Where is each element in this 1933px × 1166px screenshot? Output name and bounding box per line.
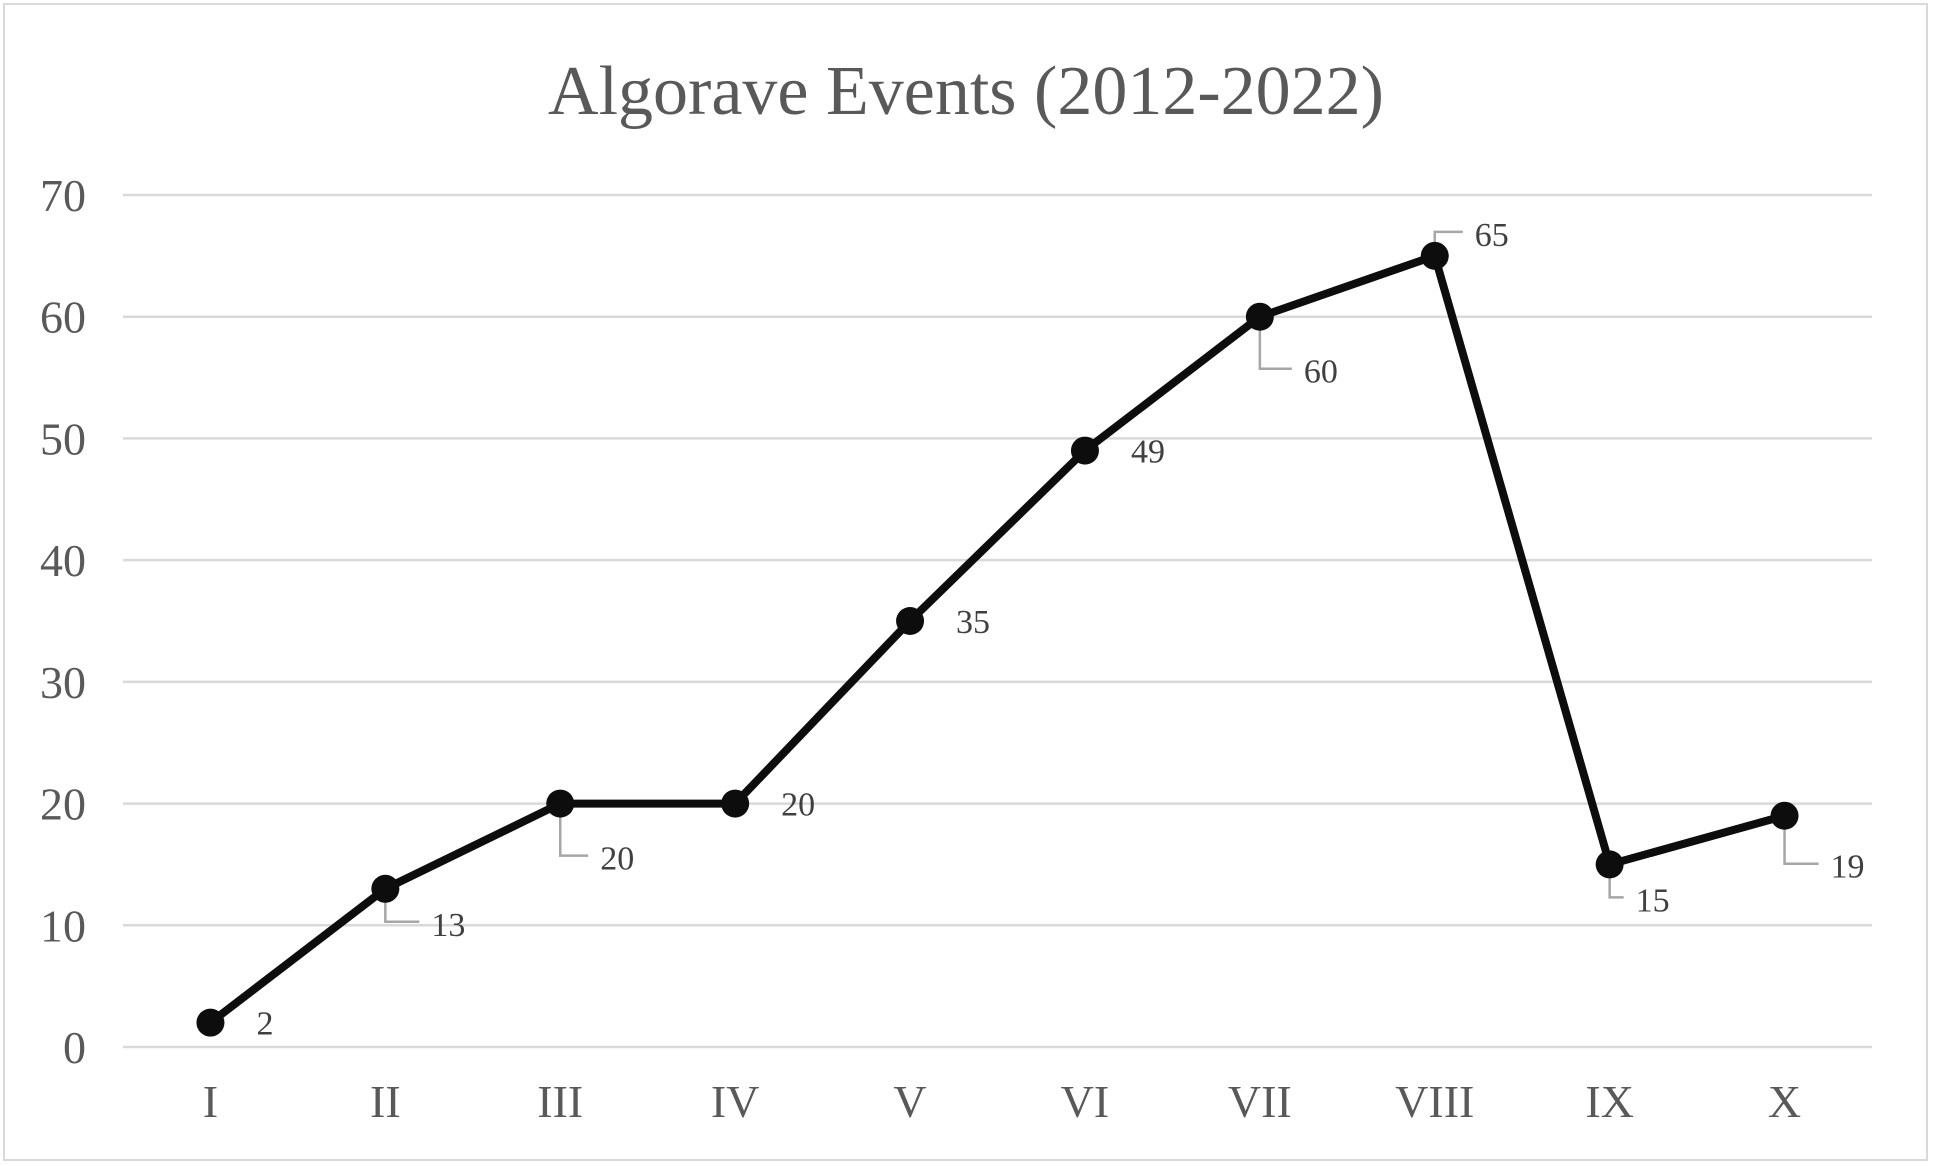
- y-tick-label: 40: [40, 535, 86, 586]
- y-tick-label: 30: [40, 657, 86, 708]
- data-point-marker: [1070, 436, 1099, 465]
- data-label: 15: [1636, 882, 1670, 919]
- data-point-markers: [196, 241, 1799, 1037]
- data-label: 13: [431, 907, 465, 944]
- series-line-layer: [206, 251, 1789, 1027]
- data-point-marker: [196, 1008, 225, 1037]
- data-label: 20: [600, 841, 634, 878]
- x-axis-tick-labels: I II III IV V VI VII VIII IX X: [203, 1076, 1801, 1127]
- series-line: [206, 251, 1789, 1027]
- data-point-marker: [371, 874, 400, 903]
- data-point-marker: [721, 789, 750, 818]
- data-point-marker: [546, 789, 575, 818]
- y-axis-tick-labels: 0 10 20 30 40 50 60 70: [40, 170, 86, 1073]
- x-tick-label: I: [203, 1076, 218, 1127]
- data-point-marker: [896, 607, 925, 635]
- chart-title: Algorave Events (2012-2022): [548, 53, 1384, 130]
- data-label: 19: [1831, 849, 1865, 886]
- x-tick-label: III: [537, 1076, 583, 1127]
- x-tick-label: IX: [1585, 1076, 1634, 1127]
- x-tick-label: V: [893, 1076, 926, 1127]
- data-labels: 2 13 20 20 35 49 60 65 15 19: [256, 217, 1864, 1043]
- x-tick-label: VII: [1228, 1076, 1292, 1127]
- data-label-leader-line: [1608, 874, 1624, 899]
- data-label-leader-line: [1433, 230, 1463, 246]
- data-label: 20: [781, 787, 815, 824]
- data-point-marker: [1245, 302, 1274, 331]
- grid-lines: [123, 193, 1872, 1049]
- x-tick-label: VI: [1061, 1076, 1110, 1127]
- x-tick-label: II: [370, 1076, 401, 1127]
- data-label-leader-line: [1258, 326, 1292, 370]
- data-label: 35: [956, 604, 990, 641]
- y-tick-label: 70: [40, 170, 86, 221]
- data-point-marker: [1770, 801, 1799, 830]
- y-tick-label: 10: [40, 900, 86, 951]
- y-tick-label: 50: [40, 413, 86, 464]
- y-tick-label: 0: [63, 1022, 86, 1073]
- y-tick-label: 20: [40, 779, 86, 830]
- data-label-leader-lines: [384, 230, 1819, 924]
- data-label: 2: [256, 1006, 273, 1043]
- data-label: 65: [1475, 217, 1509, 254]
- x-tick-label: IV: [711, 1076, 760, 1127]
- y-tick-label: 60: [40, 292, 86, 343]
- data-label-leader-line: [1783, 825, 1819, 865]
- data-label: 60: [1304, 354, 1338, 391]
- data-point-marker: [1420, 241, 1449, 270]
- data-label-leader-line: [384, 898, 420, 924]
- data-point-marker: [1595, 850, 1624, 879]
- x-tick-label: X: [1768, 1076, 1801, 1127]
- data-label: 49: [1131, 434, 1165, 471]
- data-label-leader-line: [559, 813, 589, 857]
- x-tick-label: VIII: [1395, 1076, 1474, 1127]
